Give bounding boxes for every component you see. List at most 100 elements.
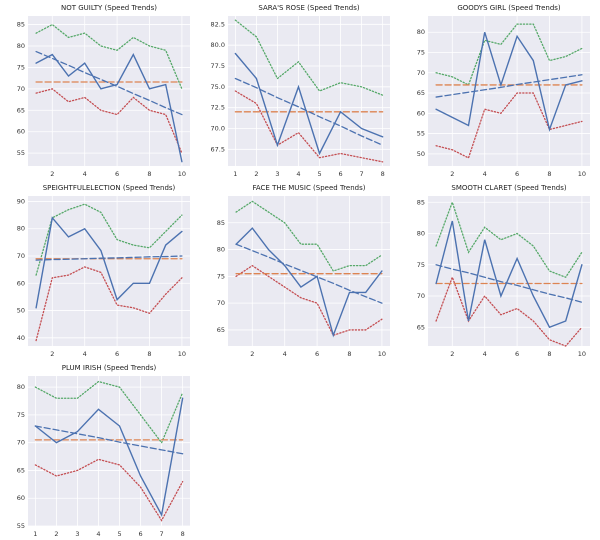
y-tick-label: 60	[17, 279, 25, 287]
series-line	[34, 380, 184, 444]
x-tick-label: 2	[450, 350, 454, 358]
x-tick-label: 4	[83, 350, 87, 358]
chart-panel: SMOOTH CLARET (Speed Trends) 65 70 75 80 85 2 4…	[417, 184, 590, 358]
y-tick-label: 55	[17, 522, 25, 530]
chart-panel: SARA'S ROSE (Speed Trends)67.570.072.575…	[211, 4, 390, 178]
chart-title: GOODYS GIRL (Speed Trends)	[457, 4, 561, 12]
series-line	[234, 90, 384, 163]
series-line	[235, 264, 383, 337]
y-tick-label: 85	[17, 21, 25, 29]
chart-title: PLUM IRISH (Speed Trends)	[62, 364, 157, 372]
y-tick-label: 60	[417, 109, 425, 117]
series-line	[35, 255, 183, 261]
series-line	[435, 32, 583, 132]
y-tick-label: 72.5	[211, 104, 225, 112]
y-tick-label: 65	[417, 323, 425, 331]
y-tick-label: 75	[417, 48, 425, 56]
y-tick-label: 70	[17, 85, 25, 93]
x-tick-label: 6	[515, 350, 519, 358]
series-line	[35, 203, 183, 276]
y-tick-label: 65	[17, 466, 25, 474]
y-tick-label: 55	[417, 130, 425, 138]
y-tick-label: 82.5	[211, 20, 225, 28]
x-tick-label: 5	[117, 530, 121, 538]
y-tick-label: 75	[417, 261, 425, 269]
x-tick-label: 4	[483, 350, 487, 358]
x-tick-label: 6	[138, 530, 142, 538]
x-tick-label: 6	[338, 170, 342, 178]
plot-background	[28, 376, 190, 526]
y-tick-label: 70	[17, 439, 25, 447]
series-line	[435, 264, 583, 303]
chart-title: SARA'S ROSE (Speed Trends)	[258, 4, 359, 12]
series-line	[235, 200, 383, 272]
y-tick-label: 80	[417, 28, 425, 36]
y-tick-label: 75	[17, 63, 25, 71]
y-tick-label: 80	[417, 230, 425, 238]
series-line	[35, 266, 183, 342]
y-tick-label: 60	[17, 494, 25, 502]
y-tick-label: 70.0	[211, 125, 225, 133]
series-line	[435, 200, 583, 279]
y-tick-label: 85	[217, 219, 225, 227]
series-line	[35, 23, 183, 90]
x-tick-label: 2	[50, 350, 54, 358]
x-tick-label: 6	[315, 350, 319, 358]
x-tick-label: 6	[115, 170, 119, 178]
x-tick-label: 8	[147, 170, 151, 178]
x-tick-label: 2	[450, 170, 454, 178]
series-line	[435, 275, 583, 347]
series-line	[235, 227, 383, 338]
series-line	[435, 220, 583, 329]
y-tick-label: 80	[17, 42, 25, 50]
x-tick-label: 1	[233, 170, 237, 178]
x-tick-label: 5	[317, 170, 321, 178]
x-tick-label: 4	[296, 170, 300, 178]
plot-background	[228, 16, 390, 166]
series-line	[435, 92, 583, 159]
chart-title: SMOOTH CLARET (Speed Trends)	[451, 184, 566, 192]
y-tick-label: 85	[417, 198, 425, 206]
y-tick-label: 70	[417, 292, 425, 300]
chart-title: FACE THE MUSIC (Speed Trends)	[253, 184, 366, 192]
chart-title: SPEIGHTFULELECTION (Speed Trends)	[43, 184, 176, 192]
x-tick-label: 4	[283, 350, 287, 358]
series-line	[35, 50, 183, 116]
chart-panel: SPEIGHTFULELECTION (Speed Trends) 40 50 60 7…	[17, 184, 190, 358]
x-tick-label: 10	[178, 170, 186, 178]
series-line	[234, 19, 384, 96]
x-tick-label: 8	[547, 170, 551, 178]
x-tick-label: 6	[515, 170, 519, 178]
y-tick-label: 80	[17, 383, 25, 391]
y-tick-label: 67.5	[211, 145, 225, 153]
x-tick-label: 2	[254, 170, 258, 178]
y-tick-label: 75.0	[211, 83, 225, 91]
chart-panel: GOODYS GIRL (Speed Trends) 50 55 60 65 70 75 80…	[417, 4, 590, 178]
x-tick-label: 7	[360, 170, 364, 178]
series-line	[235, 243, 383, 304]
x-tick-label: 6	[115, 350, 119, 358]
x-tick-label: 2	[54, 530, 58, 538]
x-tick-label: 8	[347, 350, 351, 358]
y-tick-label: 65	[217, 326, 225, 334]
x-tick-label: 4	[483, 170, 487, 178]
plot-background	[228, 196, 390, 346]
y-tick-label: 80	[17, 225, 25, 233]
x-tick-label: 8	[547, 350, 551, 358]
y-tick-label: 70	[217, 299, 225, 307]
y-tick-label: 80	[217, 246, 225, 254]
series-line	[35, 216, 183, 309]
y-tick-label: 80.0	[211, 41, 225, 49]
y-tick-label: 75	[17, 411, 25, 419]
series-line	[35, 88, 183, 154]
x-tick-label: 7	[160, 530, 164, 538]
x-tick-label: 8	[147, 350, 151, 358]
series-line	[35, 53, 183, 163]
y-tick-label: 60	[17, 128, 25, 136]
series-line	[34, 458, 184, 522]
x-tick-label: 2	[250, 350, 254, 358]
series-line	[34, 397, 184, 517]
x-tick-label: 10	[578, 350, 586, 358]
